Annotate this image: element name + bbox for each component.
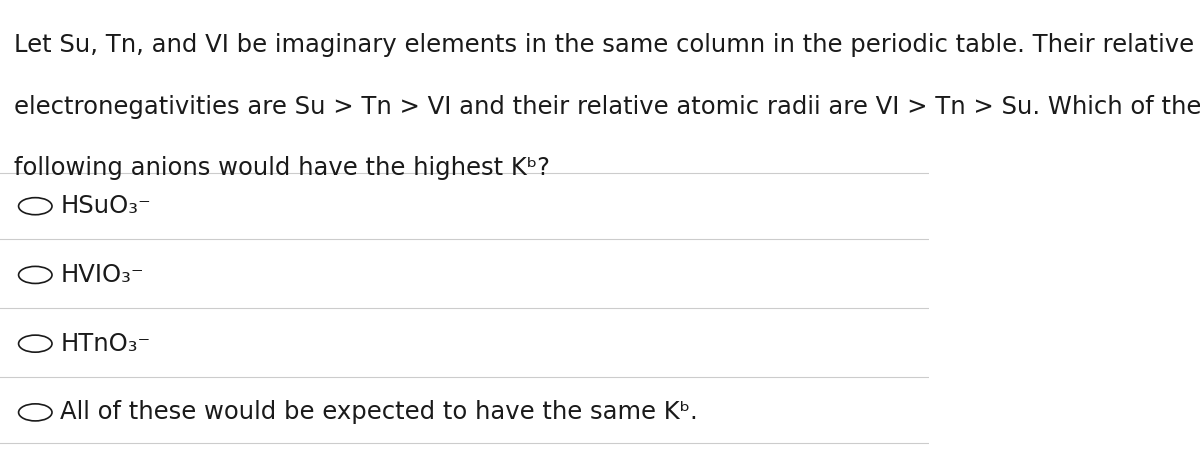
Text: HTnO₃⁻: HTnO₃⁻ xyxy=(60,332,151,356)
Text: electronegativities are Su > Tn > VI and their relative atomic radii are VI > Tn: electronegativities are Su > Tn > VI and… xyxy=(14,95,1200,119)
Text: HVIO₃⁻: HVIO₃⁻ xyxy=(60,263,144,287)
Text: Let Su, Tn, and VI be imaginary elements in the same column in the periodic tabl: Let Su, Tn, and VI be imaginary elements… xyxy=(14,33,1194,57)
Text: HSuO₃⁻: HSuO₃⁻ xyxy=(60,194,151,218)
Text: following anions would have the highest Kᵇ?: following anions would have the highest … xyxy=(14,156,550,181)
Text: All of these would be expected to have the same Kᵇ.: All of these would be expected to have t… xyxy=(60,401,698,424)
